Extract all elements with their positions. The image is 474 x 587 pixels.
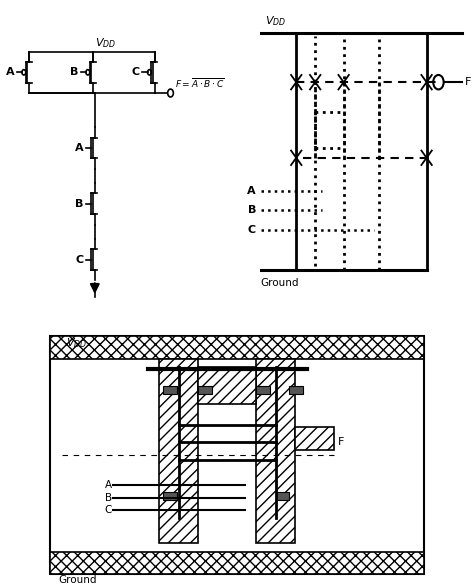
Text: F: F xyxy=(465,77,471,87)
Text: $V_{DD}$: $V_{DD}$ xyxy=(265,15,287,28)
Text: C: C xyxy=(248,225,256,235)
Text: A: A xyxy=(6,68,14,77)
Bar xyxy=(276,491,290,500)
Text: C: C xyxy=(75,255,83,265)
Text: $F = \overline{A \cdot B \cdot C}$: $F = \overline{A \cdot B \cdot C}$ xyxy=(175,76,225,90)
Text: F: F xyxy=(338,437,345,447)
Text: B: B xyxy=(70,68,78,77)
Bar xyxy=(295,427,334,450)
Text: A: A xyxy=(105,480,112,490)
Bar xyxy=(198,386,212,394)
Bar xyxy=(256,386,270,394)
Text: A: A xyxy=(75,143,83,153)
Text: $V_{DD}$: $V_{DD}$ xyxy=(95,36,116,50)
Text: C: C xyxy=(132,68,140,77)
Text: B: B xyxy=(247,205,256,215)
Bar xyxy=(159,359,198,544)
Text: Ground: Ground xyxy=(58,575,97,585)
Text: B: B xyxy=(105,493,112,503)
Text: C: C xyxy=(105,505,112,515)
Bar xyxy=(163,386,177,394)
Text: (b) Stick diagram: (b) Stick diagram xyxy=(301,342,410,352)
Text: A: A xyxy=(247,185,256,195)
Bar xyxy=(290,386,303,394)
Bar xyxy=(163,491,177,500)
Bar xyxy=(50,552,424,573)
Bar xyxy=(50,336,424,359)
Bar xyxy=(198,366,256,404)
Text: B: B xyxy=(75,199,83,209)
Text: Ground: Ground xyxy=(261,278,299,288)
Bar xyxy=(256,359,295,544)
Text: (a) Schematic: (a) Schematic xyxy=(80,339,166,349)
Text: $V_{DD}$: $V_{DD}$ xyxy=(66,336,87,349)
